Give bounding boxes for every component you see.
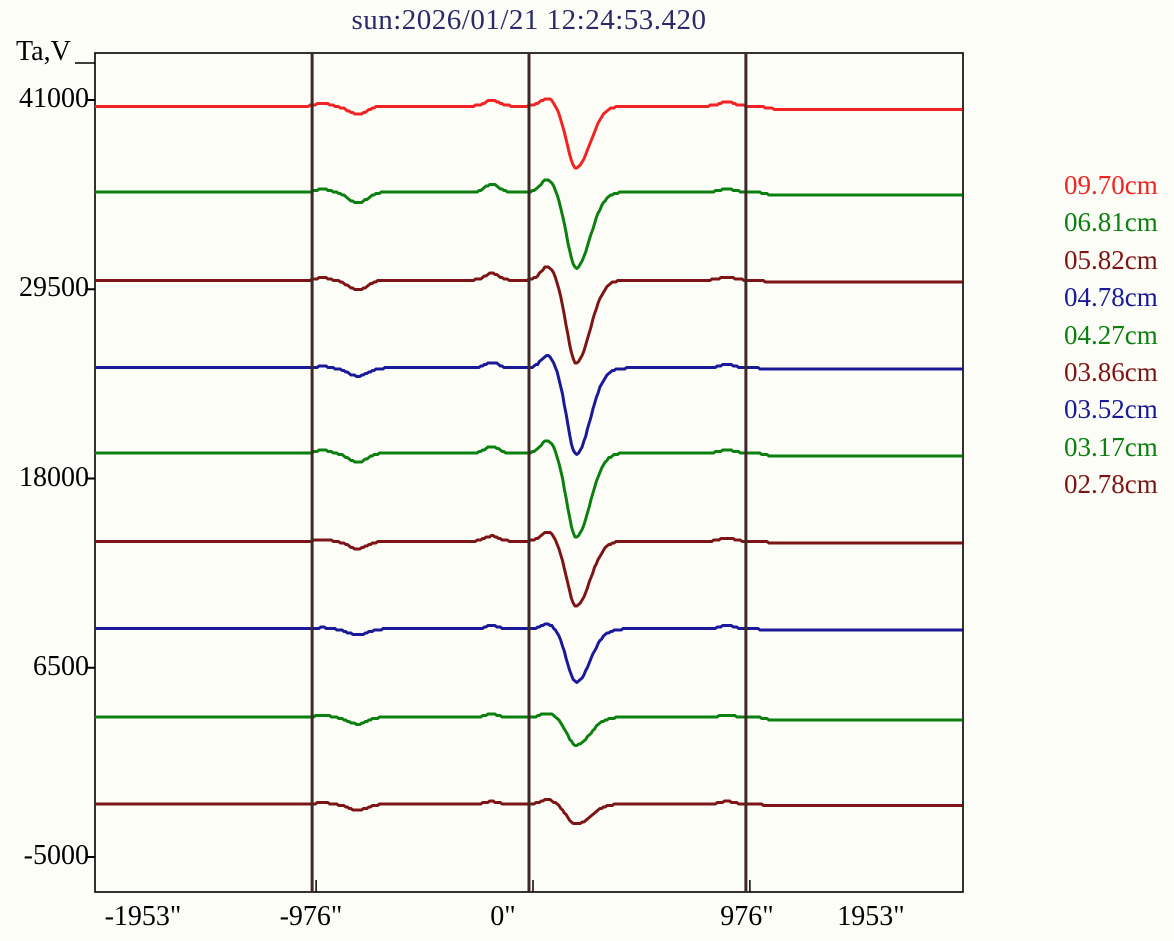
y-axis-title: Ta,V: [16, 36, 71, 67]
legend-item-09.70cm: 09.70cm: [1064, 170, 1158, 200]
legend-item-04.27cm: 04.27cm: [1064, 319, 1158, 350]
y-tick-label-6500: 6500: [33, 650, 89, 682]
legend-item-03.17cm: 03.17cm: [1064, 431, 1158, 462]
chart-title: sun:2026/01/21 12:24:53.420: [351, 4, 707, 36]
legend-item-04.78cm: 04.78cm: [1064, 282, 1158, 313]
x-tick-label-1953: 1953": [837, 901, 905, 932]
x-tick-label--1953: -1953": [104, 901, 182, 932]
y-tick-label-18000: 18000: [19, 461, 89, 493]
legend-item-06.81cm: 06.81cm: [1064, 207, 1158, 238]
legend-item-03.86cm: 03.86cm: [1064, 357, 1158, 387]
x-tick-label-976: 976": [720, 901, 774, 932]
y-tick-label-29500: 29500: [19, 272, 89, 304]
y-tick-label-41000: 41000: [19, 83, 89, 114]
legend-item-02.78cm: 02.78cm: [1064, 469, 1158, 500]
x-tick-label--976: -976": [279, 901, 343, 932]
y-tick-label--5000: -5000: [23, 840, 89, 871]
legend-item-03.52cm: 03.52cm: [1064, 394, 1158, 425]
x-tick-label-0: 0": [490, 901, 516, 932]
legend-item-05.82cm: 05.82cm: [1064, 244, 1158, 275]
